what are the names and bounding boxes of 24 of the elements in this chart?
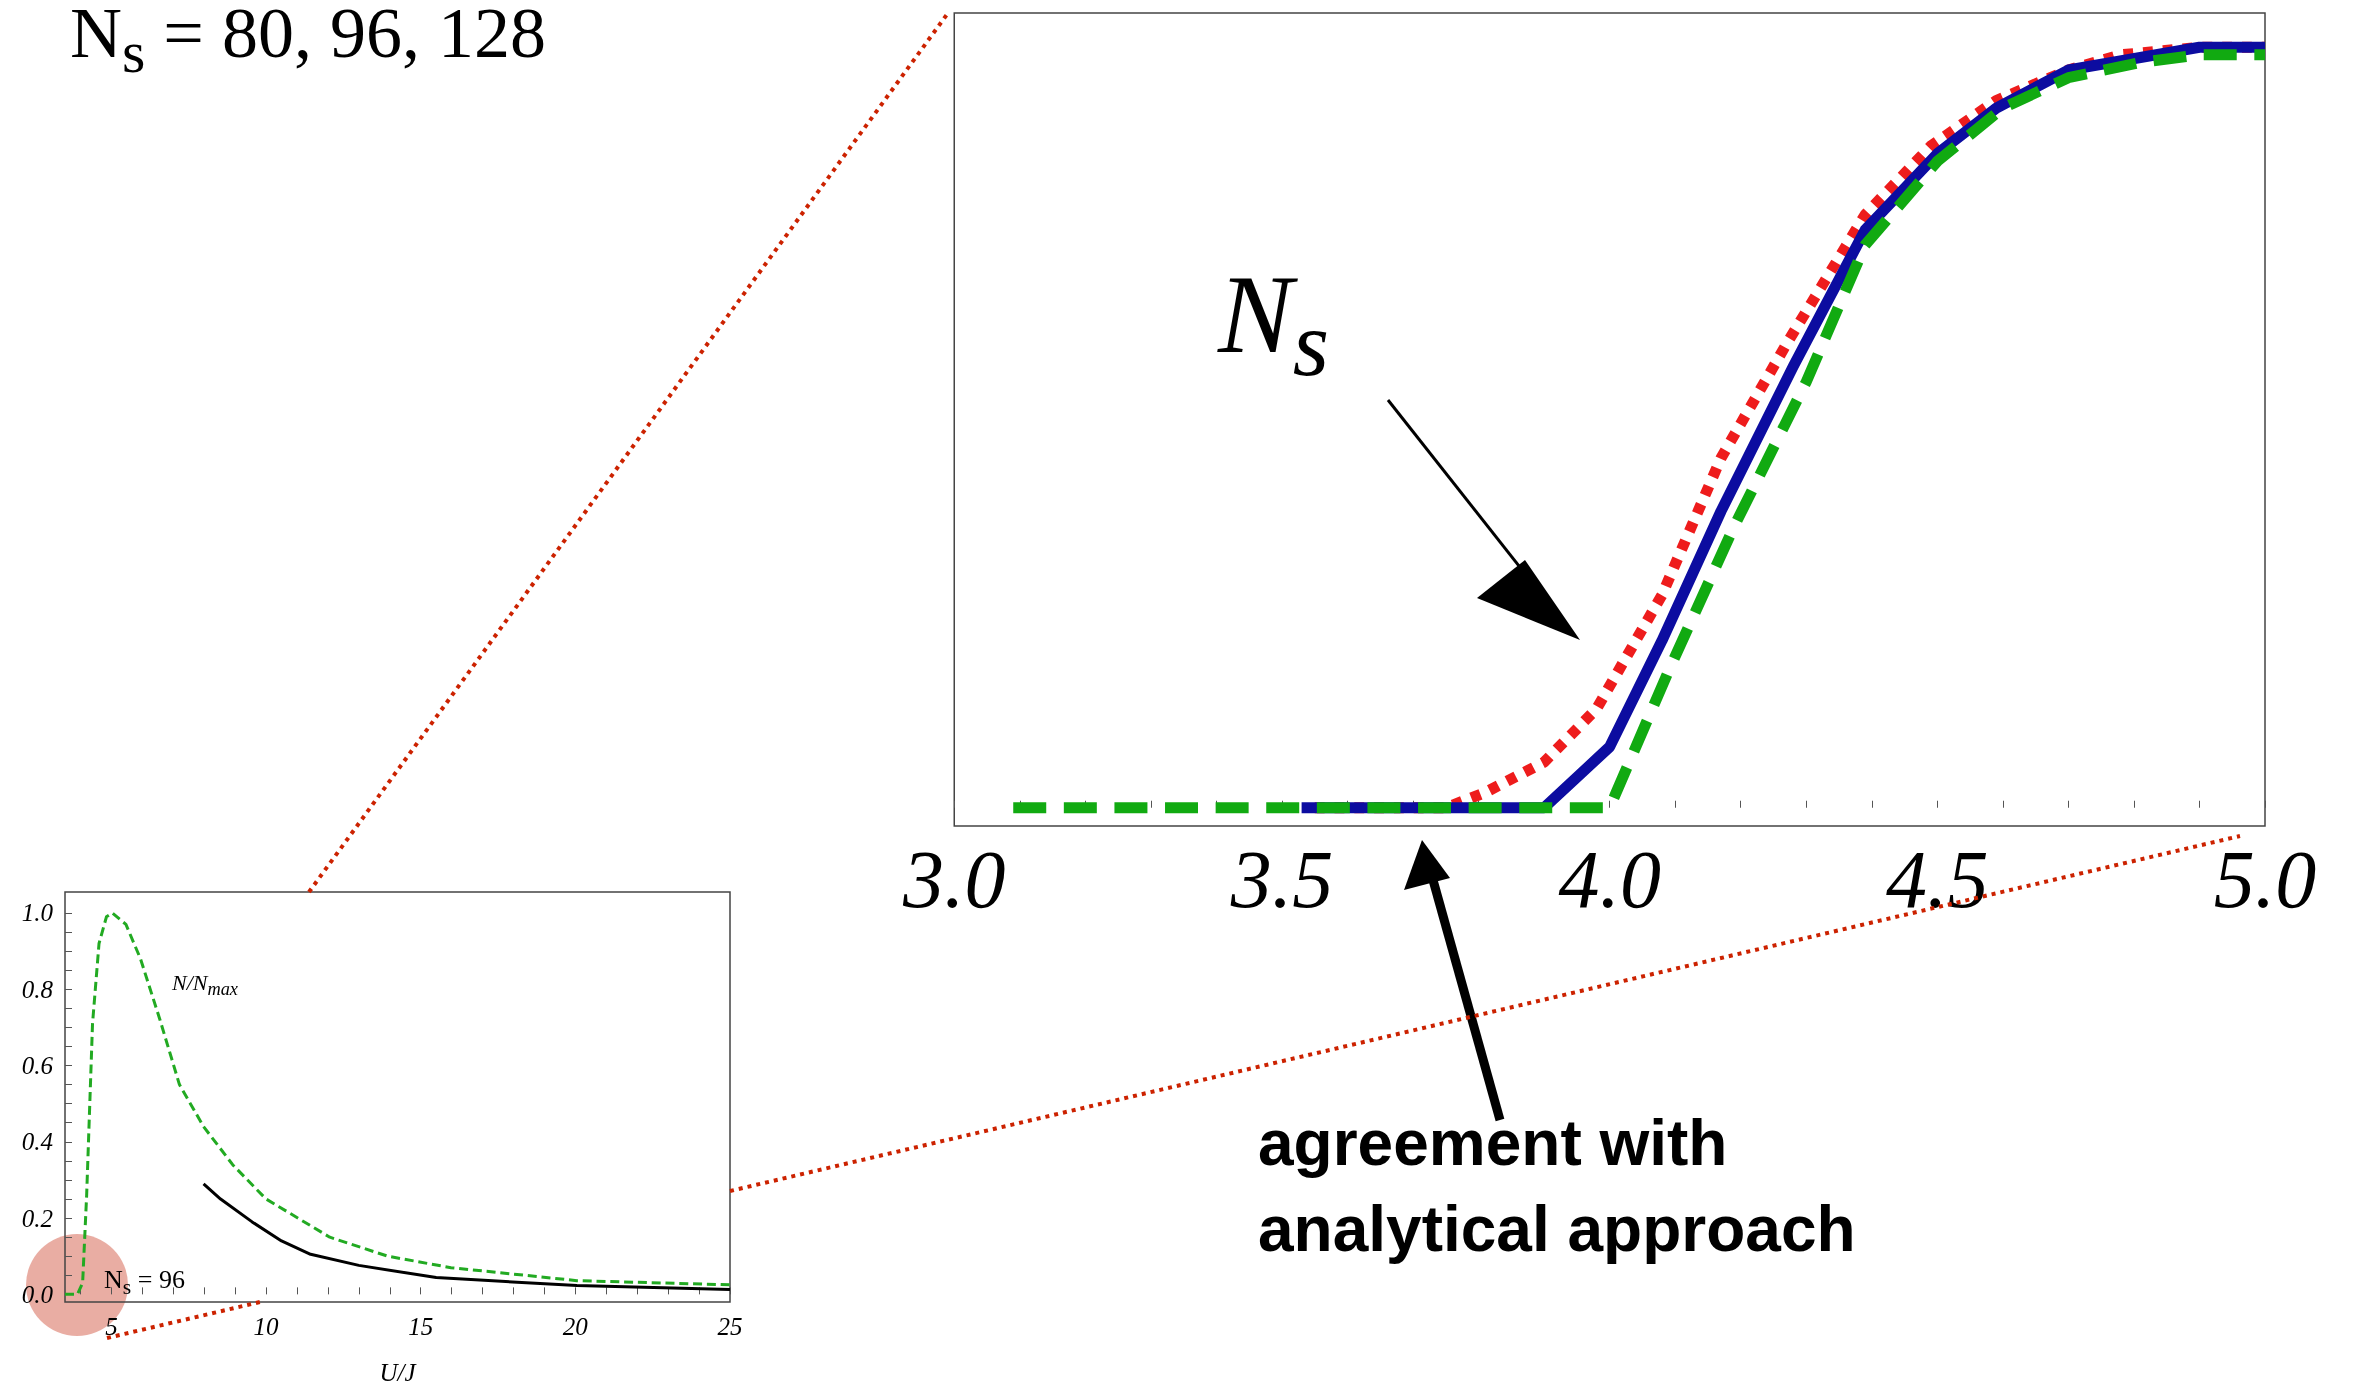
- x-tick-label: 4.5: [1886, 833, 1989, 925]
- y-tick-label: 1.0: [21, 899, 54, 927]
- annotation: N$_{s}$ = 96: [104, 1265, 185, 1301]
- x-tick-label: 3.0: [902, 833, 1006, 925]
- annotation: N$_{s}$: [1218, 251, 1330, 398]
- y-tick-label: 0.8: [21, 975, 54, 1003]
- annotation: N/N$_{max}$: [172, 970, 239, 1001]
- line-series: [202, 1182, 732, 1291]
- x-tick-label: 5: [105, 1313, 118, 1340]
- y-tick-label: 0.2: [21, 1204, 53, 1232]
- x-tick-label: 20: [562, 1313, 589, 1340]
- x-tick-label: 10: [253, 1313, 280, 1340]
- text: agreement with analytical approach: [1258, 1106, 1857, 1268]
- x-tick-label: 4.0: [1558, 833, 1661, 925]
- y-tick-label: 0.6: [21, 1052, 54, 1080]
- x-tick-label: 3.5: [1229, 833, 1334, 925]
- x-tick-label: 25: [717, 1313, 743, 1340]
- line-series: [63, 911, 732, 1296]
- y-tick-label: 0.4: [21, 1128, 53, 1156]
- x-tick-label: 15: [408, 1313, 434, 1340]
- y-tick-label: 0.0: [21, 1280, 54, 1308]
- x-tick-label: 5.0: [2213, 833, 2317, 925]
- text: N$_{s}$ = 80, 96, 128: [70, 0, 546, 88]
- x-axis-title: U/J: [379, 1359, 418, 1386]
